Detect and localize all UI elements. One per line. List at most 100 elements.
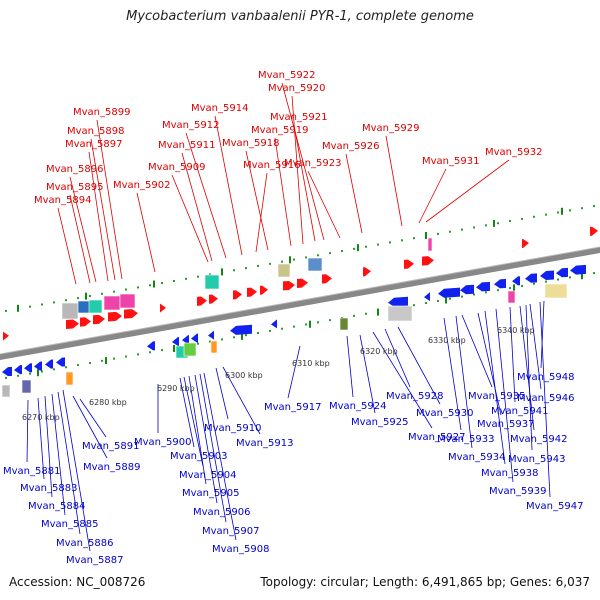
- upper-tick-dot: [497, 222, 499, 225]
- upper-tick-dot: [53, 301, 55, 304]
- scale-label: 6340 kbp: [497, 326, 535, 335]
- reverse-leader-line: [384, 328, 411, 388]
- feature-box: [427, 237, 433, 252]
- lower-tick-dot: [593, 272, 595, 275]
- reverse-gene-label: Mvan_5925: [351, 417, 408, 428]
- lower-tick-dot: [317, 321, 319, 324]
- reverse-gene-label: Mvan_5930: [416, 408, 473, 419]
- forward-leader-line: [293, 124, 316, 242]
- reverse-gene-arrow: [438, 287, 460, 298]
- reverse-gene-label: Mvan_5906: [193, 507, 250, 518]
- feature-box: [119, 293, 136, 309]
- lower-tick-dot: [161, 349, 163, 352]
- reverse-gene-arrow: [271, 319, 277, 329]
- reverse-gene-label: Mvan_5928: [386, 391, 443, 402]
- feature-box: [88, 299, 103, 314]
- forward-leader-line: [245, 150, 269, 251]
- reverse-gene-label: Mvan_5900: [134, 437, 191, 448]
- upper-tick-dot: [569, 209, 571, 212]
- feature-box: [183, 342, 197, 357]
- forward-gene-label: Mvan_5909: [148, 162, 205, 173]
- forward-gene-label: Mvan_5922: [258, 70, 315, 81]
- upper-tick-dot: [113, 290, 115, 293]
- lower-tick-dot: [101, 359, 103, 362]
- lower-tick-dot: [65, 366, 67, 369]
- lower-tick-dot: [233, 336, 235, 339]
- reverse-gene-label: Mvan_5887: [66, 555, 123, 566]
- upper-tick-dot: [41, 303, 43, 306]
- map-title: Mycobacterium vanbaalenii PYR-1, complet…: [126, 9, 474, 24]
- scale-labels: 6270 kbp 6280 kbp 6290 kbp 6300 kbp 6310 kbp…: [22, 326, 535, 422]
- forward-gene-arrow: [66, 319, 79, 330]
- upper-tick-dot: [125, 288, 127, 291]
- reverse-gene-arrow: [388, 296, 408, 307]
- lower-tick-dot: [413, 304, 415, 307]
- lower-tick-dot: [113, 357, 115, 360]
- scale-label: 6280 kbp: [89, 398, 127, 407]
- lower-tick-dot: [353, 314, 355, 317]
- label-leader-lines: [26, 82, 551, 552]
- reverse-gene-label: Mvan_5885: [41, 519, 98, 530]
- lower-major-tick: [173, 344, 175, 352]
- feature-box: [339, 317, 349, 331]
- upper-tick-dot: [77, 297, 79, 300]
- upper-tick-dot: [365, 245, 367, 248]
- forward-gene-arrow: [322, 274, 332, 284]
- forward-leader-line: [281, 82, 325, 241]
- reverse-gene-label: Mvan_5927: [408, 432, 465, 443]
- reverse-leader-line: [188, 375, 207, 485]
- lower-tick-dot: [77, 364, 79, 367]
- reverse-gene-label: Mvan_5886: [56, 538, 113, 549]
- reverse-leader-line: [397, 326, 441, 405]
- upper-tick-dot: [257, 264, 259, 267]
- feature-box: [544, 283, 568, 299]
- forward-gene-arrow: [93, 314, 105, 325]
- reverse-gene-label: Mvan_5881: [3, 466, 60, 477]
- gene-features: [1, 226, 598, 398]
- lower-tick-dot: [221, 338, 223, 341]
- upper-tick-dot: [197, 275, 199, 278]
- forward-leader-line: [307, 170, 341, 239]
- forward-gene-label: Mvan_5912: [162, 120, 219, 131]
- reverse-gene-label: Mvan_5935: [468, 391, 525, 402]
- lower-tick-dot: [293, 325, 295, 328]
- forward-leader-line: [69, 176, 97, 283]
- upper-major-tick: [357, 244, 359, 252]
- upper-major-tick: [153, 280, 155, 288]
- feature-box: [1, 384, 11, 398]
- lower-tick-dot: [269, 329, 271, 332]
- forward-gene-arrow: [108, 311, 122, 322]
- forward-gene-arrow: [3, 331, 9, 341]
- forward-gene-arrow: [590, 226, 598, 236]
- upper-tick-dot: [149, 284, 151, 287]
- lower-tick-dot: [17, 374, 19, 377]
- forward-gene-label: Mvan_5895: [46, 182, 103, 193]
- reverse-gene-label: Mvan_5948: [517, 372, 574, 383]
- reverse-leader-line: [455, 315, 473, 449]
- forward-leader-line: [69, 194, 91, 284]
- upper-tick-dot: [485, 224, 487, 227]
- lower-major-tick: [105, 357, 107, 365]
- reverse-gene-arrow: [34, 361, 42, 371]
- upper-tick-dot: [329, 252, 331, 255]
- upper-tick-dot: [233, 269, 235, 272]
- reverse-leader-line: [540, 300, 545, 369]
- reverse-gene-arrow: [460, 284, 474, 295]
- feature-box: [21, 379, 32, 394]
- lower-tick-dot: [473, 293, 475, 296]
- reverse-gene-label: Mvan_5903: [170, 451, 227, 462]
- forward-gene-arrow: [197, 296, 207, 306]
- upper-major-tick: [221, 268, 223, 276]
- reverse-leader-line: [183, 376, 204, 467]
- backbone-highlight: [0, 246, 600, 355]
- feature-box: [507, 290, 516, 304]
- feature-box: [61, 302, 79, 320]
- reverse-gene-arrow: [45, 359, 53, 369]
- lower-tick-dot: [125, 355, 127, 358]
- reverse-gene-label: Mvan_5913: [236, 438, 293, 449]
- upper-tick-dot: [29, 305, 31, 308]
- tick-track: [5, 205, 595, 379]
- forward-leader-line: [88, 151, 109, 282]
- lower-tick-dot: [209, 340, 211, 343]
